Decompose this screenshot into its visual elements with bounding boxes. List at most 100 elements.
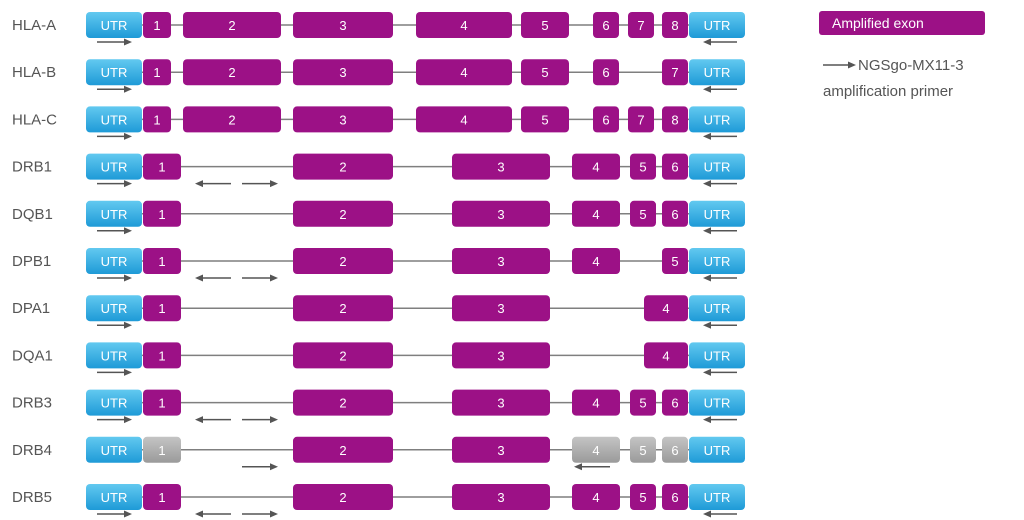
utr3-dpa1-label: UTR [704, 301, 731, 316]
exon-drb1-5: 5 [630, 153, 656, 180]
utr5-hla-c: UTR [86, 106, 142, 133]
exon-box [293, 59, 393, 86]
exon-box [572, 200, 620, 227]
exon-box [183, 59, 281, 86]
primer-utr3-reverse-head [703, 416, 711, 424]
utr5-dqa1-box [86, 342, 142, 369]
exon-box [143, 248, 181, 274]
gene-label-dpa1: DPA1 [12, 300, 50, 317]
primer-utr5-forward-head [124, 180, 132, 188]
exon-hla-b-1: 1 [143, 59, 171, 86]
exon-box [452, 248, 550, 274]
exon-drb3-2: 2 [293, 389, 393, 416]
exon-number: 1 [153, 65, 160, 80]
exon-hla-b-4: 4 [416, 59, 512, 86]
primer-utr3-reverse-head [703, 227, 711, 235]
exon-number: 1 [153, 112, 160, 127]
exon-box [416, 106, 512, 133]
exon-drb3-1: 1 [143, 389, 181, 416]
primer-utr3-reverse [703, 510, 737, 518]
utr5-drb5-label: UTR [101, 490, 128, 505]
exon-dqb1-5: 5 [630, 200, 656, 227]
exon-number: 2 [228, 65, 235, 80]
exon-dqa1-3: 3 [452, 342, 550, 369]
utr3-hla-c-box [689, 106, 745, 133]
exon-box [628, 12, 654, 38]
primer-utr3-reverse [703, 321, 737, 329]
exon-number: 1 [158, 207, 165, 222]
gene-label-dpb1: DPB1 [12, 253, 51, 270]
exon-number: 5 [541, 65, 548, 80]
primer-utr3-reverse [703, 227, 737, 235]
exon-box [293, 248, 393, 274]
exon-box [662, 59, 688, 86]
utr3-hla-b-box [689, 59, 745, 86]
utr5-hla-b-box [86, 59, 142, 86]
exon-number: 1 [158, 348, 165, 363]
exon-box [452, 295, 550, 322]
exon-number: 4 [592, 254, 599, 269]
utr3-dpa1-box [689, 295, 745, 322]
primer-exon4-reverse [574, 463, 610, 471]
exon-dqa1-2: 2 [293, 342, 393, 369]
primer-utr5-forward [97, 510, 132, 518]
exon-hla-c-4: 4 [416, 106, 512, 133]
exon-box [143, 389, 181, 416]
exon-number: 4 [592, 490, 599, 505]
exon-number: 6 [671, 160, 678, 175]
exon-box [593, 106, 619, 133]
legend-primer-arrow-head [848, 61, 856, 69]
exon-drb4-1: 1 [143, 436, 181, 463]
utr5-hla-a-label: UTR [101, 18, 128, 33]
exon-box [572, 248, 620, 274]
gene-label-drb5: DRB5 [12, 489, 52, 506]
gene-row-drb1: DRB1 UTR UTR 1 2 3 4 5 6 [12, 153, 745, 188]
utr3-drb5-label: UTR [704, 490, 731, 505]
exon-box [662, 200, 688, 227]
exon-number: 3 [497, 254, 504, 269]
exon-dqb1-4: 4 [572, 200, 620, 227]
primer-utr5-forward-head [124, 274, 132, 282]
gene-label-dqb1: DQB1 [12, 206, 53, 223]
primer-utr5-forward [97, 38, 132, 46]
primer-intron1-forward [242, 180, 278, 188]
exon-hla-c-2: 2 [183, 106, 281, 133]
exon-number: 4 [592, 443, 599, 458]
exon-box [521, 106, 569, 133]
primer-intron1-forward [242, 274, 278, 282]
exon-box [143, 153, 181, 180]
primer-utr3-reverse-head [703, 38, 711, 46]
utr5-drb3-box [86, 389, 142, 416]
utr3-drb1: UTR [689, 153, 745, 180]
utr3-hla-b: UTR [689, 59, 745, 86]
gene-label-hla-b: HLA-B [12, 64, 56, 81]
exon-box [293, 153, 393, 180]
exon-box [572, 153, 620, 180]
exon-number: 3 [497, 490, 504, 505]
exon-number: 6 [602, 112, 609, 127]
exon-number: 3 [339, 112, 346, 127]
utr5-drb3-label: UTR [101, 396, 128, 411]
exon-box [572, 436, 620, 463]
gene-row-drb4: DRB4 UTR UTR 1 2 3 4 5 6 [12, 436, 745, 471]
exon-box [630, 200, 656, 227]
exon-number: 5 [639, 443, 646, 458]
exon-number: 2 [339, 160, 346, 175]
primer-intron1-forward-head [270, 463, 278, 471]
primer-intron1-forward [242, 416, 278, 424]
exon-number: 6 [602, 18, 609, 33]
exon-box [644, 295, 688, 322]
utr3-hla-c-label: UTR [704, 112, 731, 127]
primer-utr3-reverse [703, 85, 737, 93]
utr5-hla-c-label: UTR [101, 112, 128, 127]
exon-drb3-6: 6 [662, 389, 688, 416]
exon-number: 7 [671, 65, 678, 80]
primer-utr3-reverse [703, 368, 737, 376]
utr5-hla-b-label: UTR [101, 65, 128, 80]
exon-box [630, 153, 656, 180]
exon-box [143, 12, 171, 38]
primer-intron1-reverse [195, 510, 231, 518]
exon-box [662, 106, 688, 133]
primer-utr3-reverse [703, 180, 737, 188]
